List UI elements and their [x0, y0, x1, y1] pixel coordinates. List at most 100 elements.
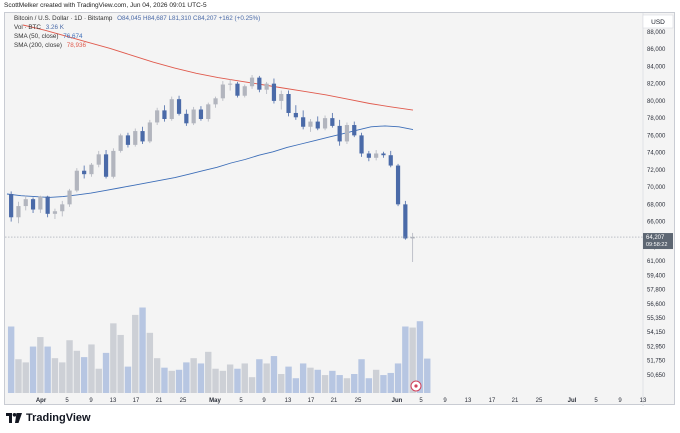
candle-body	[264, 83, 269, 90]
price-tick-label: 56,600	[647, 302, 666, 308]
volume-bar	[205, 351, 212, 393]
candle-body	[74, 170, 79, 191]
replay-icon[interactable]	[410, 380, 422, 392]
legend-sma200: SMA (200, close) 78,936	[14, 42, 86, 49]
price-tick-label: 72,000	[647, 168, 666, 174]
countdown-value: 09:58:22	[646, 242, 667, 248]
price-tick-label: 66,000	[647, 220, 666, 226]
time-tick-label: 5	[239, 398, 243, 404]
volume-bar	[292, 378, 300, 393]
volume-bar	[336, 375, 343, 393]
time-tick-label: 25	[355, 398, 362, 404]
tradingview-logo-icon	[6, 413, 22, 423]
candle-body	[286, 94, 291, 113]
candle-body	[82, 170, 87, 175]
legend-volume: Vol · BTC 3.26 K	[14, 24, 64, 31]
volume-bar	[270, 356, 278, 393]
volume-bar	[314, 369, 321, 393]
time-tick-label: 13	[285, 398, 292, 404]
volume-bar	[387, 372, 394, 393]
volume-bar	[278, 374, 285, 393]
sma200-line	[22, 24, 414, 111]
time-tick-label: Jul	[568, 398, 577, 404]
sma50-value: 76,674	[63, 33, 83, 40]
currency-box: USD	[642, 14, 674, 29]
last-price-label: 64,207 09:58:22	[643, 233, 673, 250]
tradingview-footer[interactable]: TradingView	[6, 412, 91, 424]
candle-body	[206, 104, 211, 119]
sma200-label: SMA (200, close)	[14, 42, 62, 49]
candle-body	[184, 113, 189, 124]
volume-bar	[365, 378, 373, 393]
chart-credit: ScottMelker created with TradingView.com…	[4, 2, 207, 9]
volume-bar	[146, 332, 154, 393]
volume-bar	[380, 375, 387, 393]
candle-body	[374, 153, 379, 158]
price-chart[interactable]: 88,000 86,000 84,000 82,000 80,000 78,000 76,0…	[5, 13, 676, 406]
candle-body	[213, 98, 218, 105]
price-tick-label: 78,000	[647, 116, 666, 122]
volume-bar	[44, 346, 51, 393]
candle-body	[388, 155, 393, 166]
volume-bar	[241, 363, 248, 393]
time-tick-label: 25	[536, 398, 543, 404]
time-tick-label: May	[209, 398, 221, 404]
candles	[9, 75, 415, 263]
volume-bar	[321, 375, 329, 393]
volume-bar	[59, 362, 66, 393]
currency-label: USD	[651, 19, 665, 26]
candle-body	[176, 99, 182, 114]
volume-bar	[139, 307, 146, 393]
price-tick-label: 82,000	[647, 82, 666, 88]
sma50-label: SMA (50, close)	[14, 33, 59, 40]
volume-bar	[197, 363, 205, 393]
volume-bar	[329, 370, 336, 393]
price-tick-label: 51,750	[647, 359, 666, 365]
candle-body	[293, 112, 298, 118]
volume-bar	[402, 326, 409, 393]
price-tick-label: 61,000	[647, 259, 666, 265]
candle-body	[30, 199, 36, 210]
candle-body	[395, 165, 401, 205]
volume-label: Vol · BTC	[14, 24, 41, 31]
chart-frame[interactable]: 88,000 86,000 84,000 82,000 80,000 78,000 76,0…	[4, 12, 676, 406]
volume-bar	[73, 350, 81, 393]
volume-bar	[409, 327, 416, 393]
price-tick-label: 84,000	[647, 64, 666, 70]
candle-body	[366, 153, 371, 158]
candle-body	[169, 99, 174, 119]
volume-bar	[343, 378, 351, 393]
time-tick-label: 17	[489, 398, 496, 404]
time-tick-label: 17	[133, 398, 140, 404]
candle-body	[140, 131, 145, 142]
volume-bar	[51, 358, 59, 393]
price-tick-label: 52,950	[647, 344, 666, 350]
volume-bar	[110, 323, 117, 393]
candle-body	[118, 135, 123, 151]
time-tick-label: 21	[512, 398, 519, 404]
time-tick-label: 13	[110, 398, 117, 404]
volume-bar	[7, 326, 15, 393]
volume-bar	[299, 363, 307, 393]
volume-value: 3.26 K	[45, 24, 64, 31]
candle-body	[147, 122, 152, 142]
time-tick-label: 13	[465, 398, 472, 404]
candle-body	[271, 83, 277, 101]
volume-bar	[102, 352, 110, 393]
candle-body	[228, 83, 233, 85]
time-tick-label: 5	[65, 398, 69, 404]
volume-bar	[124, 366, 132, 393]
candle-body	[337, 125, 342, 142]
time-tick-label: 9	[618, 398, 622, 404]
volume-bar	[22, 362, 29, 393]
price-axis: 88,000 86,000 84,000 82,000 80,000 78,000 76,0…	[647, 30, 666, 379]
candle-body	[23, 199, 28, 207]
time-tick-label: 21	[156, 398, 163, 404]
legend-symbol: Bitcoin / U.S. Dollar · 1D · Bitstamp O8…	[14, 15, 260, 22]
time-tick-label: 9	[262, 398, 266, 404]
volume-bar	[219, 370, 227, 393]
time-tick-label: 9	[89, 398, 93, 404]
price-tick-label: 59,400	[647, 273, 666, 279]
candle-body	[103, 154, 109, 177]
candle-body	[155, 110, 160, 123]
